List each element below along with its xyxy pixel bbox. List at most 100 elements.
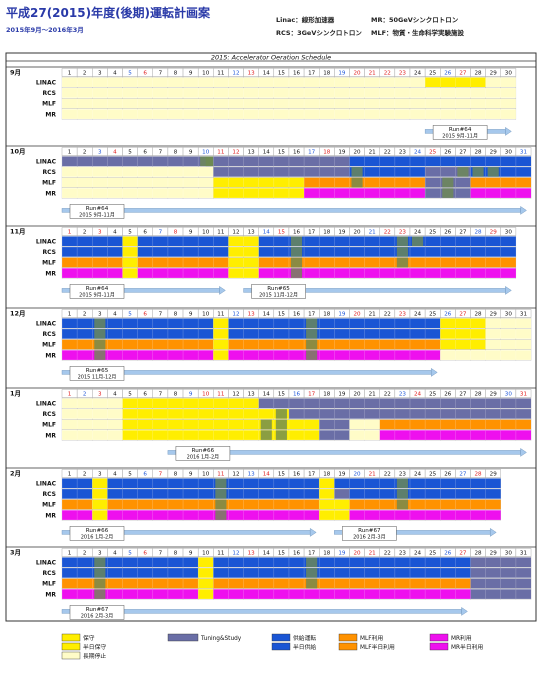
day-number: 19 [338,551,346,557]
day-number: 28 [475,472,483,478]
day-number: 9 [189,472,193,478]
day-number: 10 [202,150,210,156]
day-number: 19 [338,312,346,318]
day-number: 5 [128,312,132,318]
day-number: 22 [384,472,391,478]
day-number: 16 [293,472,301,478]
stripe-marker [396,489,408,499]
day-number: 23 [399,472,407,478]
day-number: 30 [505,71,513,77]
row-label: LINAC [36,159,57,166]
day-number: 24 [414,150,422,156]
day-number: 8 [174,312,178,318]
day-number: 19 [338,150,346,156]
month-label: 3月 [10,549,21,557]
stripe-marker [94,589,106,599]
row-label: MR [45,270,56,277]
schedule-segment [92,499,108,510]
day-number: 31 [520,150,528,156]
day-number: 16 [293,312,301,318]
row-label: MR [45,432,56,439]
stripe-marker [306,339,318,350]
day-number: 4 [113,472,117,478]
day-number: 2 [83,472,87,478]
stripe-marker [94,557,106,568]
day-number: 27 [459,392,467,398]
day-number: 18 [323,392,331,398]
row-label: MLF [42,422,56,429]
day-number: 29 [490,230,498,236]
legend-swatch [167,633,199,642]
day-number: 15 [278,230,286,236]
day-number: 17 [308,230,316,236]
stripe-marker [275,409,287,419]
day-number: 6 [143,150,147,156]
day-number: 4 [113,392,117,398]
stripe-marker [306,329,318,339]
stripe-marker [215,478,227,489]
day-number: 25 [429,472,437,478]
stripe-marker [396,236,408,247]
day-number: 8 [174,230,178,236]
schedule-segment [137,236,229,247]
day-number: 4 [113,71,117,77]
day-number: 14 [263,312,271,318]
month-label: 12月 [10,310,26,318]
day-number: 16 [293,551,301,557]
day-number: 5 [128,472,132,478]
row-label: LINAC [36,481,57,488]
day-number: 19 [338,472,346,478]
run-label-box [69,526,125,541]
schedule-segment [62,268,123,278]
legend-label: MLF利用 [360,634,383,642]
run-label: Run#67 [86,607,109,613]
day-number: 14 [263,71,271,77]
row-label: MLF [42,180,56,187]
abbr-mlf: MLF：物質・生命科学実験施設 [371,29,465,37]
day-number: 10 [202,230,210,236]
legend-swatch [61,642,81,651]
day-number: 27 [459,230,467,236]
run-period: 2015 9月-11月 [79,212,115,218]
day-number: 6 [143,312,147,318]
schedule-segment [379,419,532,430]
stripe-marker [396,247,408,257]
schedule-segment [122,419,320,430]
month-label: 10月 [10,148,26,156]
schedule-segment [349,499,501,510]
schedule-segment [213,188,305,198]
day-number: 3 [98,71,102,77]
schedule-segment [319,419,350,430]
day-number: 13 [248,472,256,478]
legend-swatch [61,633,81,642]
stripe-marker [396,478,408,489]
day-number-cell [515,309,532,318]
day-number-cell [515,548,532,557]
day-number: 1 [68,551,72,557]
schedule-segment [198,557,214,568]
day-number: 18 [323,472,331,478]
day-number: 9 [189,150,193,156]
legend-swatch [429,633,449,642]
schedule-segment [62,409,123,419]
schedule-segment [228,350,441,360]
run-label-box [69,605,125,620]
day-number: 8 [174,71,178,77]
stripe-marker [94,318,106,329]
day-number: 23 [399,392,407,398]
run-label-box [69,366,125,381]
day-number: 20 [353,551,361,557]
day-number: 9 [189,230,193,236]
day-number: 15 [278,312,286,318]
day-number: 19 [338,392,346,398]
day-number: 26 [444,71,452,77]
run-period: 2016 1月-2月 [187,454,219,460]
day-number: 16 [293,150,301,156]
day-number: 7 [159,472,163,478]
legend-swatch [271,633,291,642]
stripe-marker [306,318,318,329]
schedule-segment [213,318,229,329]
stripe-marker [472,167,484,177]
day-number: 20 [353,472,361,478]
run-arrow-head [520,448,527,457]
